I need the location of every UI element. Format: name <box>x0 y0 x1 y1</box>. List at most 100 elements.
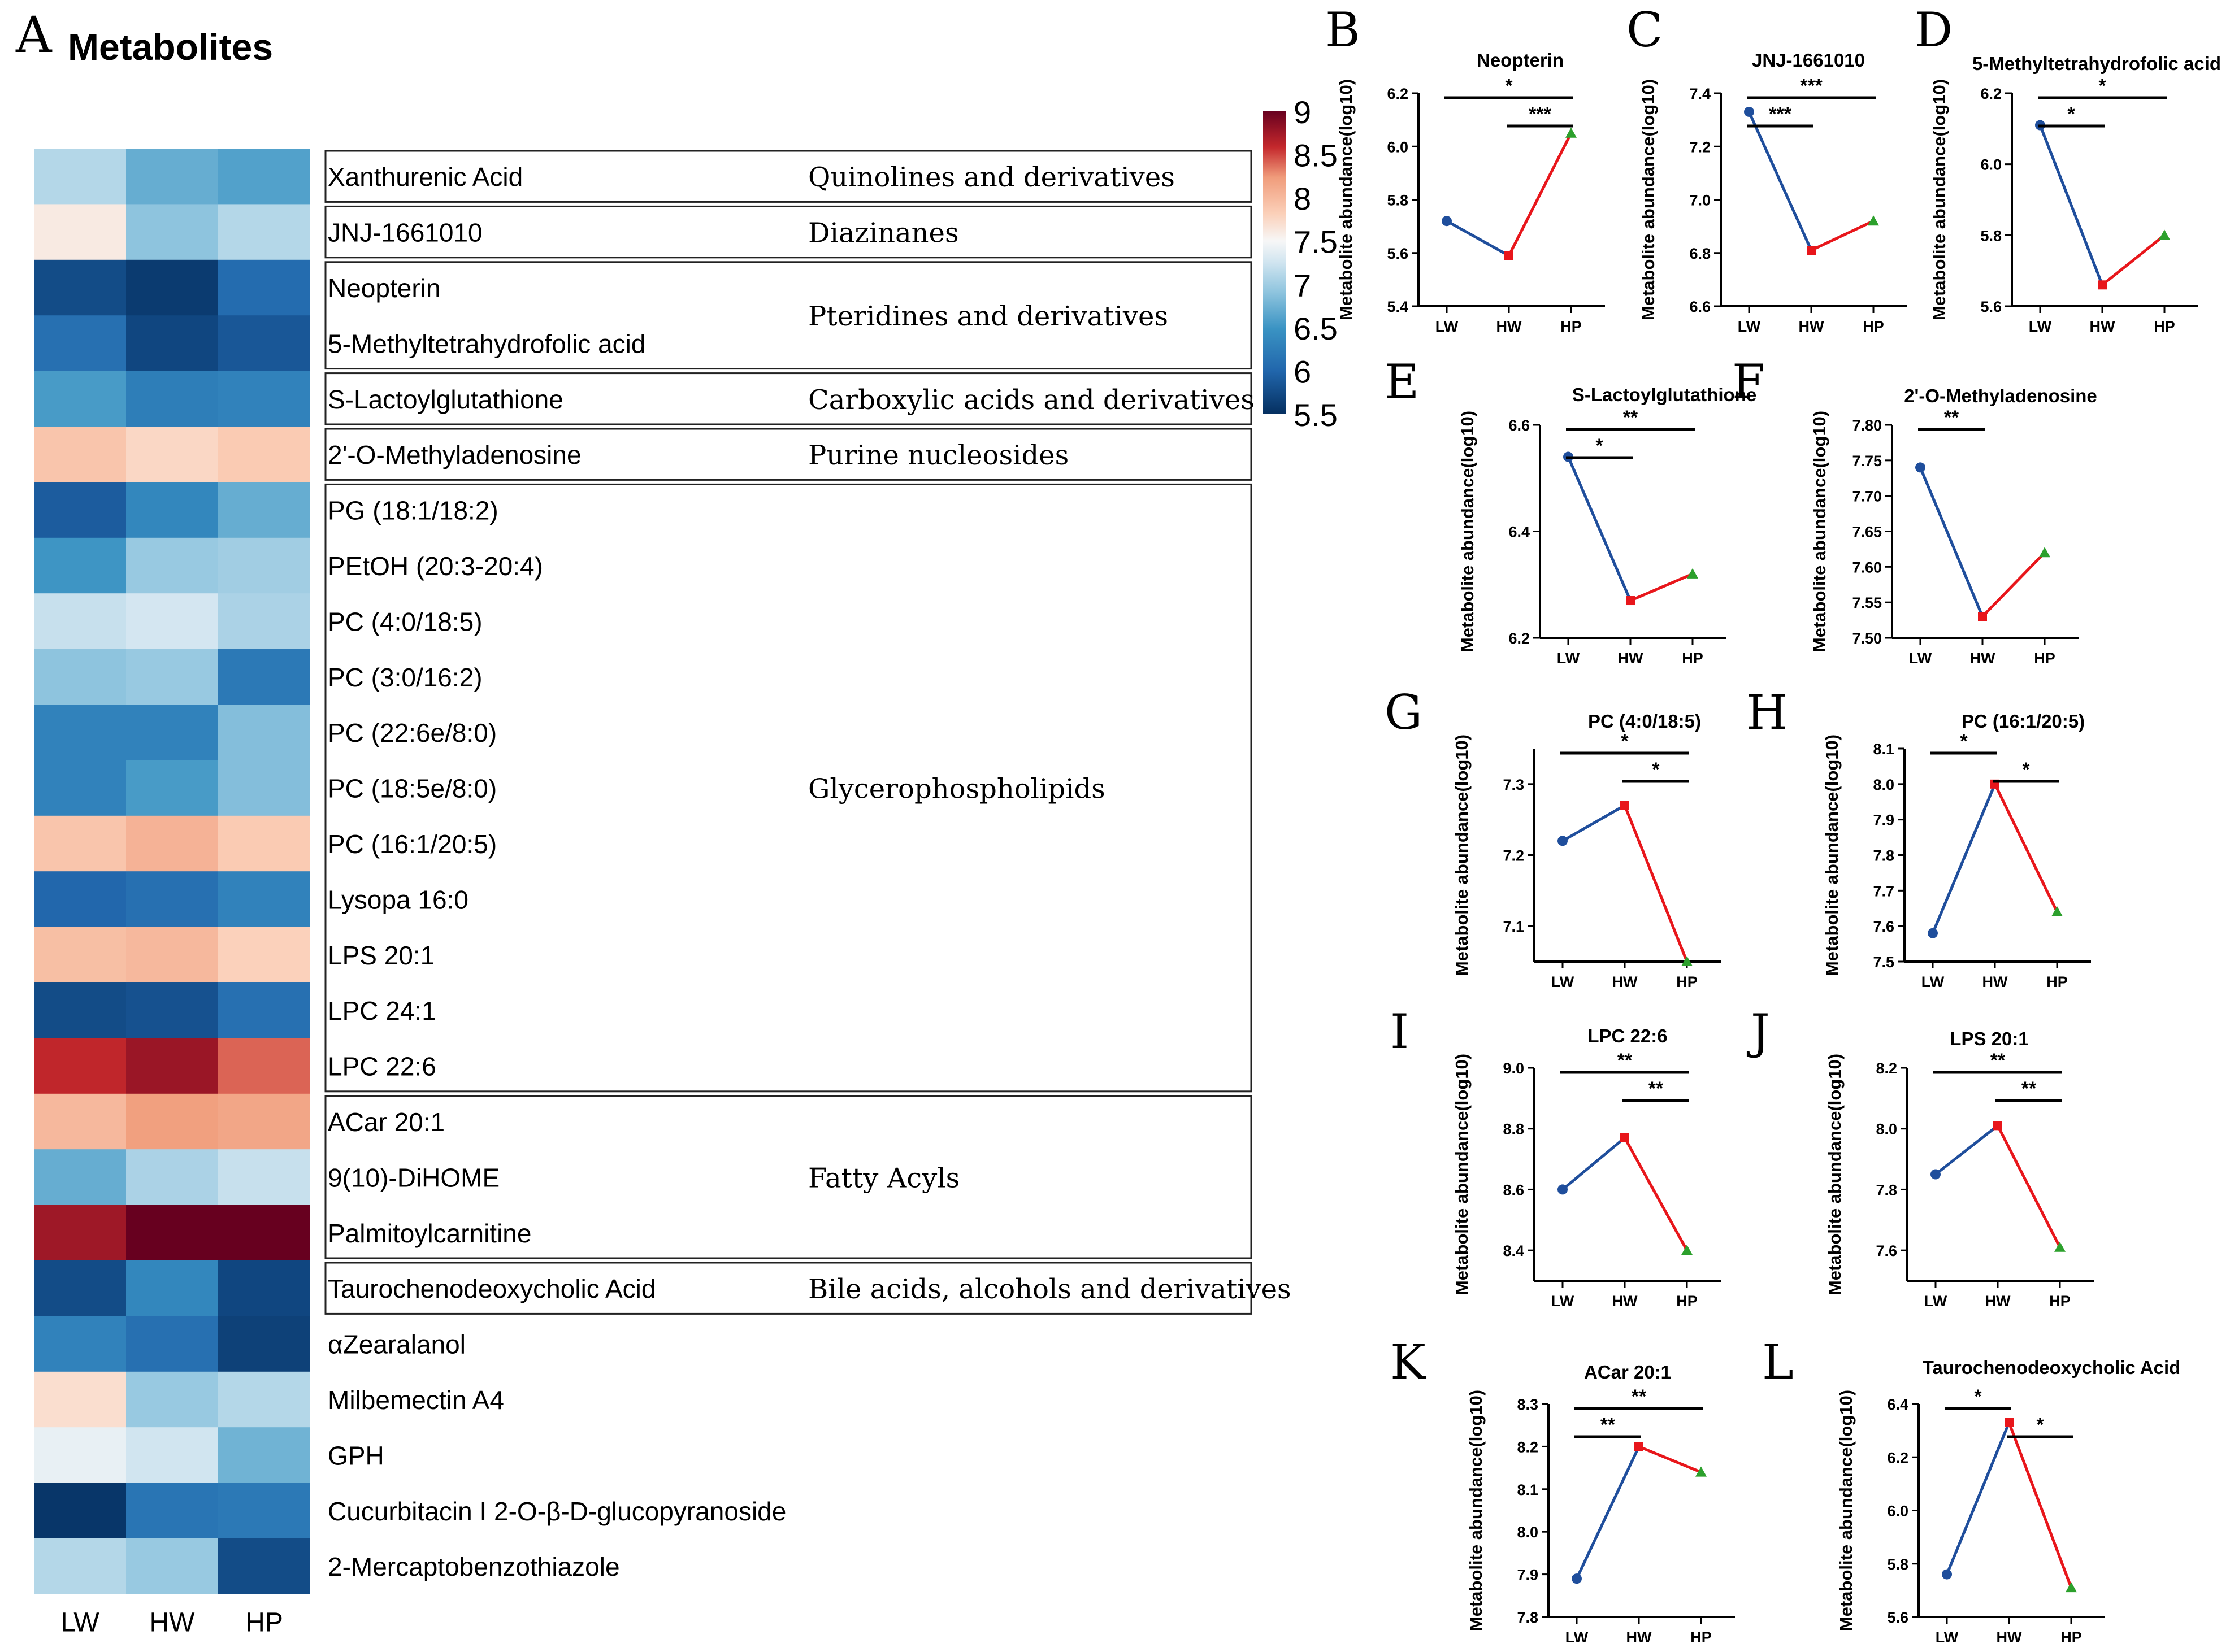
class-label: Purine nucleosides <box>808 440 1069 471</box>
heatmap-cell <box>126 259 218 316</box>
series-line-hw-hp <box>2101 234 2166 286</box>
heatmap-cell <box>218 427 310 482</box>
data-point-hw <box>1807 246 1816 255</box>
y-tick-label: 7.3 <box>1503 776 1524 793</box>
y-tick-label: 8.2 <box>1876 1060 1897 1077</box>
y-tick-label: 7.80 <box>1852 417 1882 434</box>
y-tick-label: 5.8 <box>1980 227 2002 244</box>
x-tick-label: HW <box>1799 318 1824 335</box>
heatmap-cell <box>126 815 218 872</box>
heatmap-cell <box>218 1149 310 1206</box>
significance-label: ** <box>2021 1078 2037 1099</box>
heatmap-row-label: 5-Methyltetrahydrofolic acid <box>328 329 645 358</box>
y-tick-label: 6.2 <box>1508 630 1530 647</box>
x-tick-label: HP <box>2046 973 2068 990</box>
heatmap-cell <box>126 1038 218 1094</box>
data-point-hp <box>2066 1582 2077 1593</box>
y-tick-label: 8.1 <box>1517 1481 1538 1498</box>
y-tick-label: 8.1 <box>1873 741 1894 758</box>
heatmap-cell <box>126 1483 218 1539</box>
heatmap-cell <box>126 871 218 928</box>
significance-label: ** <box>1617 1050 1633 1071</box>
heatmap-cell <box>218 1205 310 1261</box>
heatmap-cell <box>126 427 218 482</box>
data-point-lw <box>1930 1169 1941 1180</box>
y-tick-label: 7.50 <box>1852 630 1882 647</box>
series-line-hw-hp <box>1996 1125 2062 1248</box>
y-tick-label: 7.6 <box>1873 918 1894 935</box>
class-box <box>324 1262 1252 1315</box>
x-tick-label: LW <box>1551 973 1574 990</box>
heatmap-cell <box>34 1371 126 1428</box>
x-tick-label: HW <box>2090 318 2115 335</box>
class-box <box>324 483 1252 1093</box>
x-tick-label: HP <box>1560 318 1582 335</box>
colorbar-gradient <box>1263 111 1286 414</box>
series-line-hw-hp <box>1981 551 2046 618</box>
class-label: Quinolines and derivatives <box>808 162 1175 193</box>
data-point-hw <box>1993 1121 2002 1131</box>
series-line-hw-hp <box>1507 132 1573 257</box>
data-point-hp <box>1681 956 1693 966</box>
class-label: Fatty Acyls <box>808 1162 960 1194</box>
heatmap-row-label: LPS 20:1 <box>328 941 435 970</box>
class-box <box>324 372 1252 425</box>
x-tick-label: HP <box>2154 318 2175 335</box>
y-axis-label: Metabolite abundance(log10) <box>1810 411 1829 652</box>
significance-label: * <box>1595 435 1603 457</box>
heatmap-cell <box>218 705 310 760</box>
heatmap-cell <box>218 259 310 316</box>
panel-letter: G <box>1385 685 1422 740</box>
series-line-lw-hw <box>1945 1422 2011 1575</box>
heatmap-cell <box>126 1427 218 1484</box>
y-axis-label: Metabolite abundance(log10) <box>1452 1054 1472 1295</box>
y-tick-label: 8.0 <box>1873 776 1894 793</box>
colorbar-tick-label: 5.5 <box>1294 397 1338 433</box>
heatmap-row-label: PG (18:1/18:2) <box>328 496 498 525</box>
significance-label: * <box>2098 75 2106 97</box>
y-tick-label: 8.3 <box>1517 1396 1538 1413</box>
data-point-hp <box>1695 1466 1707 1477</box>
class-box <box>324 261 1252 370</box>
class-label: Diazinanes <box>808 218 959 249</box>
heatmap-cell <box>218 1538 310 1594</box>
heatmap: Xanthurenic Acid JNJ-1661010 Neopterin 5-Me… <box>34 149 1291 1637</box>
heatmap-row-label: ACar 20:1 <box>328 1107 445 1137</box>
line-chart-panel: C JNJ-1661010 Metabolite abundance(log10) 6… <box>1626 2 1907 335</box>
significance-label: ** <box>1600 1414 1616 1436</box>
heatmap-cell <box>126 1260 218 1316</box>
heatmap-cell <box>34 593 126 650</box>
y-tick-label: 7.8 <box>1517 1609 1538 1626</box>
data-point-hp <box>1868 215 1879 226</box>
x-tick-label: HW <box>1612 1293 1638 1310</box>
y-tick-label: 7.5 <box>1873 954 1894 971</box>
heatmap-row-label: PC (16:1/20:5) <box>328 829 497 859</box>
heatmap-cell <box>218 315 310 372</box>
heatmap-row-label: PC (18:5e/8:0) <box>328 774 497 803</box>
y-tick-label: 8.6 <box>1503 1181 1524 1198</box>
heatmap-cell <box>126 1205 218 1261</box>
chart-title: 2'-O-Methyladenosine <box>1904 385 2097 406</box>
line-chart-panel: F 2'-O-Methyladenosine Metabolite abundanc… <box>1732 354 2097 667</box>
heatmap-cell <box>34 149 126 205</box>
y-tick-label: 6.2 <box>1980 85 2002 102</box>
heatmap-row-label: Neopterin <box>328 273 440 303</box>
heatmap-cell <box>34 871 126 928</box>
line-chart-panel: E S-Lactoylglutathione Metabolite abundanc… <box>1385 354 1756 667</box>
panel-letter: D <box>1915 2 1953 58</box>
heatmap-cell <box>34 204 126 260</box>
significance-label: * <box>1652 759 1660 780</box>
y-tick-label: 7.7 <box>1873 882 1894 899</box>
data-point-lw <box>1557 1184 1568 1195</box>
heatmap-cell <box>218 871 310 928</box>
heatmap-cell <box>218 482 310 538</box>
heatmap-cell <box>126 927 218 983</box>
panel-letter: F <box>1732 354 1765 410</box>
y-tick-label: 7.2 <box>1689 138 1711 155</box>
data-point-lw <box>1915 462 1925 473</box>
heatmap-cell <box>34 1205 126 1261</box>
y-axis-label: Metabolite abundance(log10) <box>1638 79 1658 320</box>
chart-title: PC (16:1/20:5) <box>1962 711 2085 732</box>
y-tick-label: 7.70 <box>1852 488 1882 505</box>
